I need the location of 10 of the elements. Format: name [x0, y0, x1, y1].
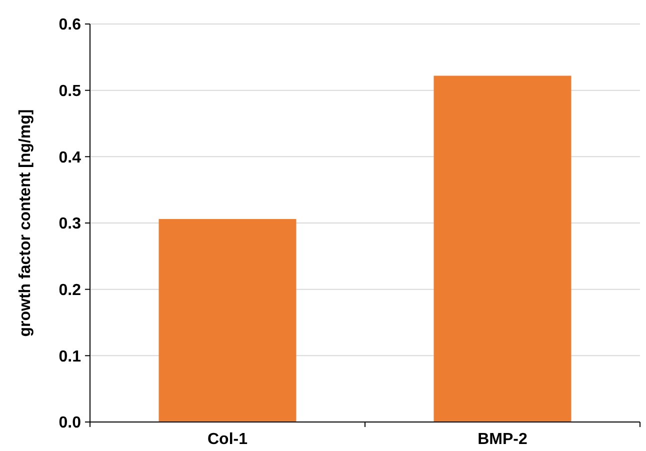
y-tick-label: 0.4	[58, 149, 82, 166]
x-tick-label: BMP-2	[478, 431, 528, 448]
y-tick-label: 0.2	[58, 282, 82, 299]
y-tick-label: 0.0	[58, 414, 82, 432]
y-axis-title: growth factor content [ng/mg]	[17, 109, 34, 337]
x-tick-label: Col-1	[208, 431, 248, 448]
y-tick-label: 0.1	[58, 348, 82, 366]
y-tick-label: 0.3	[58, 216, 82, 233]
y-tick-label: 0.6	[58, 16, 82, 34]
y-tick-label: 0.5	[58, 82, 82, 100]
